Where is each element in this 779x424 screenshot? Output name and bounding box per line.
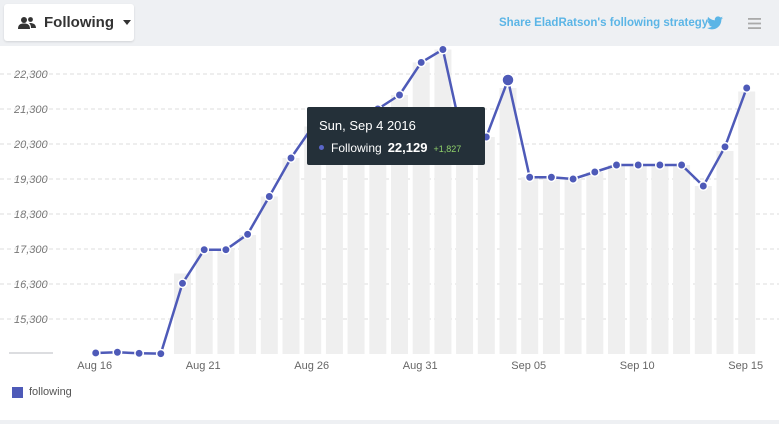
chart-bar bbox=[347, 116, 365, 354]
twitter-icon[interactable] bbox=[707, 16, 723, 30]
data-point bbox=[437, 46, 448, 55]
data-point bbox=[329, 114, 340, 125]
chart-bar bbox=[716, 151, 734, 354]
chart-bar bbox=[673, 165, 691, 354]
data-point bbox=[264, 191, 275, 202]
data-point bbox=[698, 181, 709, 191]
data-point bbox=[220, 244, 231, 255]
chart-bar bbox=[651, 165, 669, 354]
data-point bbox=[546, 172, 557, 183]
data-point bbox=[568, 174, 579, 184]
chart-bar bbox=[456, 147, 474, 354]
data-point bbox=[524, 172, 535, 183]
data-point bbox=[177, 278, 188, 289]
dropdown-label: Following bbox=[44, 14, 114, 31]
data-point bbox=[307, 121, 318, 132]
legend-swatch bbox=[12, 386, 23, 398]
x-tick-label: Aug 16 bbox=[77, 360, 112, 372]
chart-bar bbox=[369, 109, 387, 354]
y-tick-label: 18,300 bbox=[14, 209, 49, 221]
x-tick-label: Aug 21 bbox=[186, 360, 221, 372]
share-strategy-link[interactable]: Share EladRatson's following strategy bbox=[499, 17, 709, 29]
chart-bar bbox=[586, 172, 604, 354]
data-point bbox=[394, 90, 405, 100]
chart-bar bbox=[304, 126, 322, 354]
chart-bar bbox=[325, 119, 343, 354]
data-point bbox=[633, 160, 644, 170]
chart-bar bbox=[434, 49, 452, 354]
x-tick-label: Sep 05 bbox=[511, 360, 546, 372]
chart-legend[interactable]: following bbox=[12, 386, 72, 398]
following-chart: 15,300 16,300 17,300 18,300 19,300 20,300 21,3… bbox=[0, 46, 779, 372]
y-tick-label: 19,300 bbox=[14, 174, 49, 186]
x-tick-label: Sep 15 bbox=[728, 360, 763, 372]
data-point bbox=[459, 142, 470, 153]
metric-dropdown[interactable]: Following bbox=[4, 4, 134, 41]
data-point bbox=[676, 160, 687, 170]
users-icon bbox=[18, 16, 36, 29]
chart-bar bbox=[391, 95, 408, 354]
chart-bar bbox=[608, 165, 625, 354]
data-point bbox=[134, 348, 145, 359]
chart-bar bbox=[629, 165, 647, 354]
chart-bar bbox=[195, 249, 213, 354]
data-point bbox=[589, 167, 600, 177]
chart-bar bbox=[282, 158, 300, 354]
y-tick-label: 16,300 bbox=[14, 279, 49, 291]
y-tick-label: 15,300 bbox=[14, 314, 49, 326]
top-bar: Following Share EladRatson's following s… bbox=[0, 0, 779, 46]
legend-label: following bbox=[29, 386, 72, 398]
chart-bar bbox=[217, 249, 235, 354]
data-point bbox=[199, 244, 210, 255]
chart-bar bbox=[239, 235, 257, 354]
y-tick-label: 20,300 bbox=[13, 139, 49, 151]
menu-icon[interactable] bbox=[748, 18, 761, 29]
data-point bbox=[242, 229, 253, 240]
chart-bar bbox=[738, 91, 756, 354]
data-point bbox=[481, 132, 492, 142]
chart-card: 15,300 16,300 17,300 18,300 19,300 20,300 21,3… bbox=[0, 46, 779, 420]
active-data-point bbox=[501, 73, 515, 87]
x-tick-label: Aug 31 bbox=[403, 360, 438, 372]
y-tick-label: 17,300 bbox=[14, 244, 49, 256]
data-point bbox=[372, 104, 383, 114]
chart-bar bbox=[564, 179, 582, 354]
x-tick-label: Aug 26 bbox=[294, 360, 329, 372]
chart-bar bbox=[412, 62, 430, 354]
y-tick-label: 22,300 bbox=[13, 69, 49, 81]
data-point bbox=[720, 141, 730, 152]
chart-bar bbox=[9, 352, 53, 354]
data-point bbox=[155, 348, 166, 359]
data-point bbox=[611, 160, 622, 170]
chart-bar bbox=[542, 177, 560, 354]
x-tick-label: Sep 10 bbox=[620, 360, 655, 372]
y-tick-label: 21,300 bbox=[13, 104, 49, 116]
chart-bar bbox=[694, 186, 712, 354]
data-point bbox=[654, 160, 665, 170]
chart-bar bbox=[521, 177, 539, 354]
chart-bar bbox=[499, 88, 517, 354]
caret-down-icon bbox=[122, 20, 131, 25]
data-point bbox=[90, 348, 101, 358]
data-point bbox=[351, 109, 362, 120]
data-point bbox=[112, 347, 123, 358]
data-point bbox=[286, 153, 296, 163]
data-point bbox=[416, 57, 427, 68]
data-point bbox=[741, 83, 752, 93]
chart-bar bbox=[477, 137, 495, 354]
chart-bar bbox=[260, 196, 278, 354]
